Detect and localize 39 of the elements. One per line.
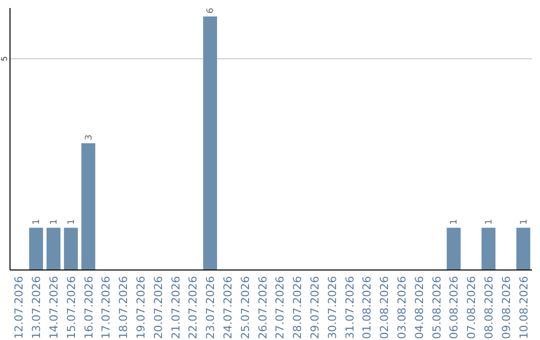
data-label: 6 bbox=[206, 7, 216, 14]
y-tick-label: 5 bbox=[0, 56, 9, 62]
x-tick-label: 15.07.2026 bbox=[64, 276, 78, 339]
data-label: 3 bbox=[84, 134, 94, 140]
x-tick-label: 23.07.2026 bbox=[204, 276, 218, 339]
x-tick-label: 14.07.2026 bbox=[48, 276, 60, 339]
x-tick-label: 25.07.2026 bbox=[238, 276, 252, 339]
x-tick-label: 12.07.2026 bbox=[12, 276, 26, 339]
x-tick-label: 30.07.2026 bbox=[326, 276, 339, 339]
x-tick-label: 08.08.2026 bbox=[482, 276, 496, 339]
x-tick-label: 16.07.2026 bbox=[82, 276, 96, 339]
x-tick-label: 05.08.2026 bbox=[430, 276, 444, 339]
x-tick-label: 26.07.2026 bbox=[256, 276, 270, 339]
data-label: 1 bbox=[66, 219, 77, 225]
x-tick-label: 31.07.2026 bbox=[343, 276, 356, 339]
x-tick-label: 02.08.2026 bbox=[378, 276, 392, 339]
x-tick-label: 27.07.2026 bbox=[274, 276, 287, 339]
x-tick-label: 20.07.2026 bbox=[152, 276, 165, 339]
data-label: 1 bbox=[519, 219, 530, 225]
data-label: 1 bbox=[32, 219, 42, 225]
data-label: 1 bbox=[484, 219, 494, 225]
x-tick-label: 01.08.2026 bbox=[360, 276, 374, 339]
x-tick-label: 13.07.2026 bbox=[30, 276, 44, 339]
x-tick-label: 21.07.2026 bbox=[169, 276, 182, 339]
x-tick-label: 10.08.2026 bbox=[517, 276, 530, 339]
x-tick-label: 29.07.2026 bbox=[308, 276, 322, 339]
x-tick-label: 17.07.2026 bbox=[100, 276, 113, 339]
x-tick-label: 04.08.2026 bbox=[412, 276, 426, 339]
data-label: 1 bbox=[450, 219, 460, 225]
x-tick-label: 09.08.2026 bbox=[500, 276, 513, 339]
x-tick-label: 06.08.2026 bbox=[448, 276, 461, 339]
x-tick-label: 28.07.2026 bbox=[291, 276, 304, 339]
x-tick-label: 19.07.2026 bbox=[134, 276, 148, 339]
x-tick-label: 22.07.2026 bbox=[186, 276, 200, 339]
x-tick-label: 03.08.2026 bbox=[396, 276, 408, 339]
x-tick-label: 18.07.2026 bbox=[117, 276, 130, 339]
data-label: 1 bbox=[50, 219, 60, 225]
x-tick-label: 07.08.2026 bbox=[465, 276, 478, 339]
x-tick-label: 24.07.2026 bbox=[222, 276, 234, 339]
